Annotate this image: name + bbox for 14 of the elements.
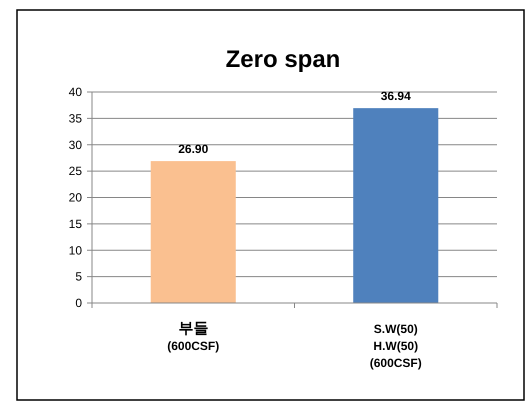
y-tick-label: 10 <box>68 243 82 258</box>
y-tick-label: 30 <box>68 138 82 152</box>
y-tick-label: 15 <box>68 216 82 231</box>
y-tick-label: 35 <box>68 111 82 126</box>
x-tick-label: 부들 (600CSF) <box>167 320 220 353</box>
y-tick-label: 20 <box>68 190 82 204</box>
y-tick-label: 5 <box>75 270 82 284</box>
y-tick-label: 25 <box>68 164 82 178</box>
data-label: 26.90 <box>178 142 209 156</box>
x-tick-label: S.W(50) H.W(50) (600CSF) <box>370 322 422 370</box>
y-tick-label: 40 <box>68 85 82 99</box>
data-label: 36.94 <box>380 89 412 104</box>
y-tick-label: 0 <box>75 296 82 310</box>
chart-title: Zero span <box>226 46 340 73</box>
